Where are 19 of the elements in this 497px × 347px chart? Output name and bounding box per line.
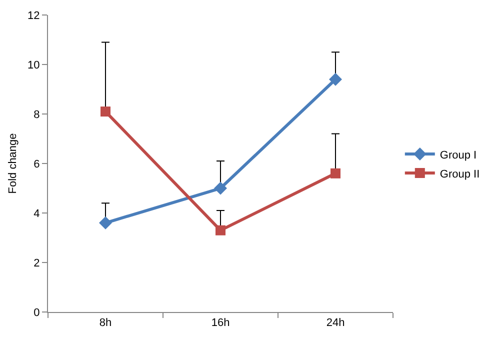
y-tick-label: 6 — [34, 158, 40, 170]
y-tick-label: 0 — [34, 306, 40, 319]
point — [214, 182, 227, 195]
y-tick-label: 2 — [34, 257, 40, 270]
y-tick-label: 12 — [28, 10, 40, 22]
point — [216, 225, 226, 236]
point — [99, 216, 112, 230]
y-tick-label: 8 — [34, 108, 40, 121]
x-tick-label: 24h — [326, 317, 345, 330]
point — [330, 168, 340, 178]
x-tick-label: 8h — [99, 317, 112, 330]
y-tick-label: 10 — [28, 59, 40, 72]
legend-label: Group II — [440, 168, 480, 180]
legend-label: Group I — [440, 149, 477, 162]
point — [100, 106, 110, 117]
x-tick-label: 16h — [211, 317, 230, 330]
point — [329, 72, 342, 86]
y-tick-label: 4 — [34, 208, 40, 220]
y-axis-title: Fold change — [7, 133, 19, 194]
